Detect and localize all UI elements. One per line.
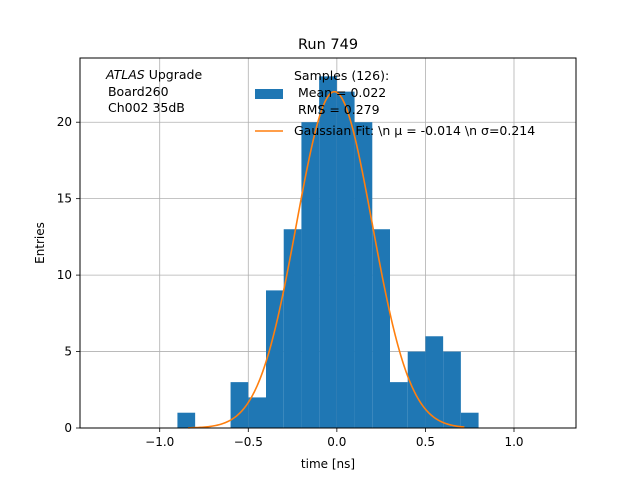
histogram-bar-5: [301, 122, 320, 428]
histogram-bar-11: [407, 351, 426, 428]
y-tick-label-1: 5: [64, 345, 72, 359]
histogram-bars: [177, 76, 479, 429]
histogram-bar-2: [248, 397, 266, 428]
histogram-bar-10: [390, 382, 408, 428]
histogram-bar-12: [425, 336, 444, 428]
annotation-line-3: Ch002 35dB: [104, 100, 185, 115]
histogram-bar-13: [443, 351, 461, 428]
legend-hist-line-1: Samples (126):: [294, 68, 389, 83]
y-axis: 0 5 10 15 20: [57, 115, 80, 435]
x-tick-label-1: −0.5: [234, 435, 263, 449]
x-tick-label-0: −1.0: [145, 435, 174, 449]
histogram-bar-4: [283, 229, 302, 428]
histogram-bar-7: [336, 91, 355, 429]
legend-hist-swatch: [255, 89, 283, 99]
histogram-bar-8: [354, 122, 373, 428]
y-tick-label-2: 10: [57, 268, 72, 282]
x-axis-label: time [ns]: [301, 457, 355, 471]
plot-frame: [79, 57, 577, 429]
legend-hist-line-2: Mean = 0.022: [294, 85, 386, 100]
legend-hist-line-3: RMS = 0.279: [294, 102, 380, 117]
chart-title: Run 749: [298, 37, 358, 53]
gaussian-fit-line: [188, 90, 465, 429]
y-tick-label-4: 20: [57, 115, 72, 129]
x-axis: −1.0 −0.5 0.0 0.5 1.0: [145, 428, 524, 449]
histogram-bar-9: [372, 229, 390, 428]
legend: Samples (126): Mean = 0.022 RMS = 0.279 …: [255, 68, 535, 138]
annotation-line-1: ATLAS Upgrade: [105, 67, 202, 82]
annotation-line-2: Board260: [104, 84, 169, 99]
y-axis-label: Entries: [33, 222, 47, 264]
x-tick-label-2: 0.0: [327, 435, 346, 449]
histogram-bar-3: [266, 290, 284, 428]
histogram-bar-0: [177, 412, 196, 428]
x-tick-label-3: 0.5: [416, 435, 435, 449]
annotation-italic: ATLAS: [105, 67, 145, 82]
x-tick-label-4: 1.0: [504, 435, 523, 449]
histogram-bar-6: [319, 76, 337, 428]
annotation-line-1-rest: Upgrade: [145, 67, 203, 82]
y-tick-label-0: 0: [64, 421, 72, 435]
legend-fit-label: Gaussian Fit: \n μ = -0.014 \n σ=0.214: [294, 123, 535, 138]
gaussian-fit: [188, 90, 465, 429]
y-tick-label-3: 15: [57, 192, 72, 206]
histogram-bar-14: [460, 412, 479, 428]
atlas-annotation: ATLAS Upgrade Board260 Ch002 35dB: [104, 67, 202, 115]
